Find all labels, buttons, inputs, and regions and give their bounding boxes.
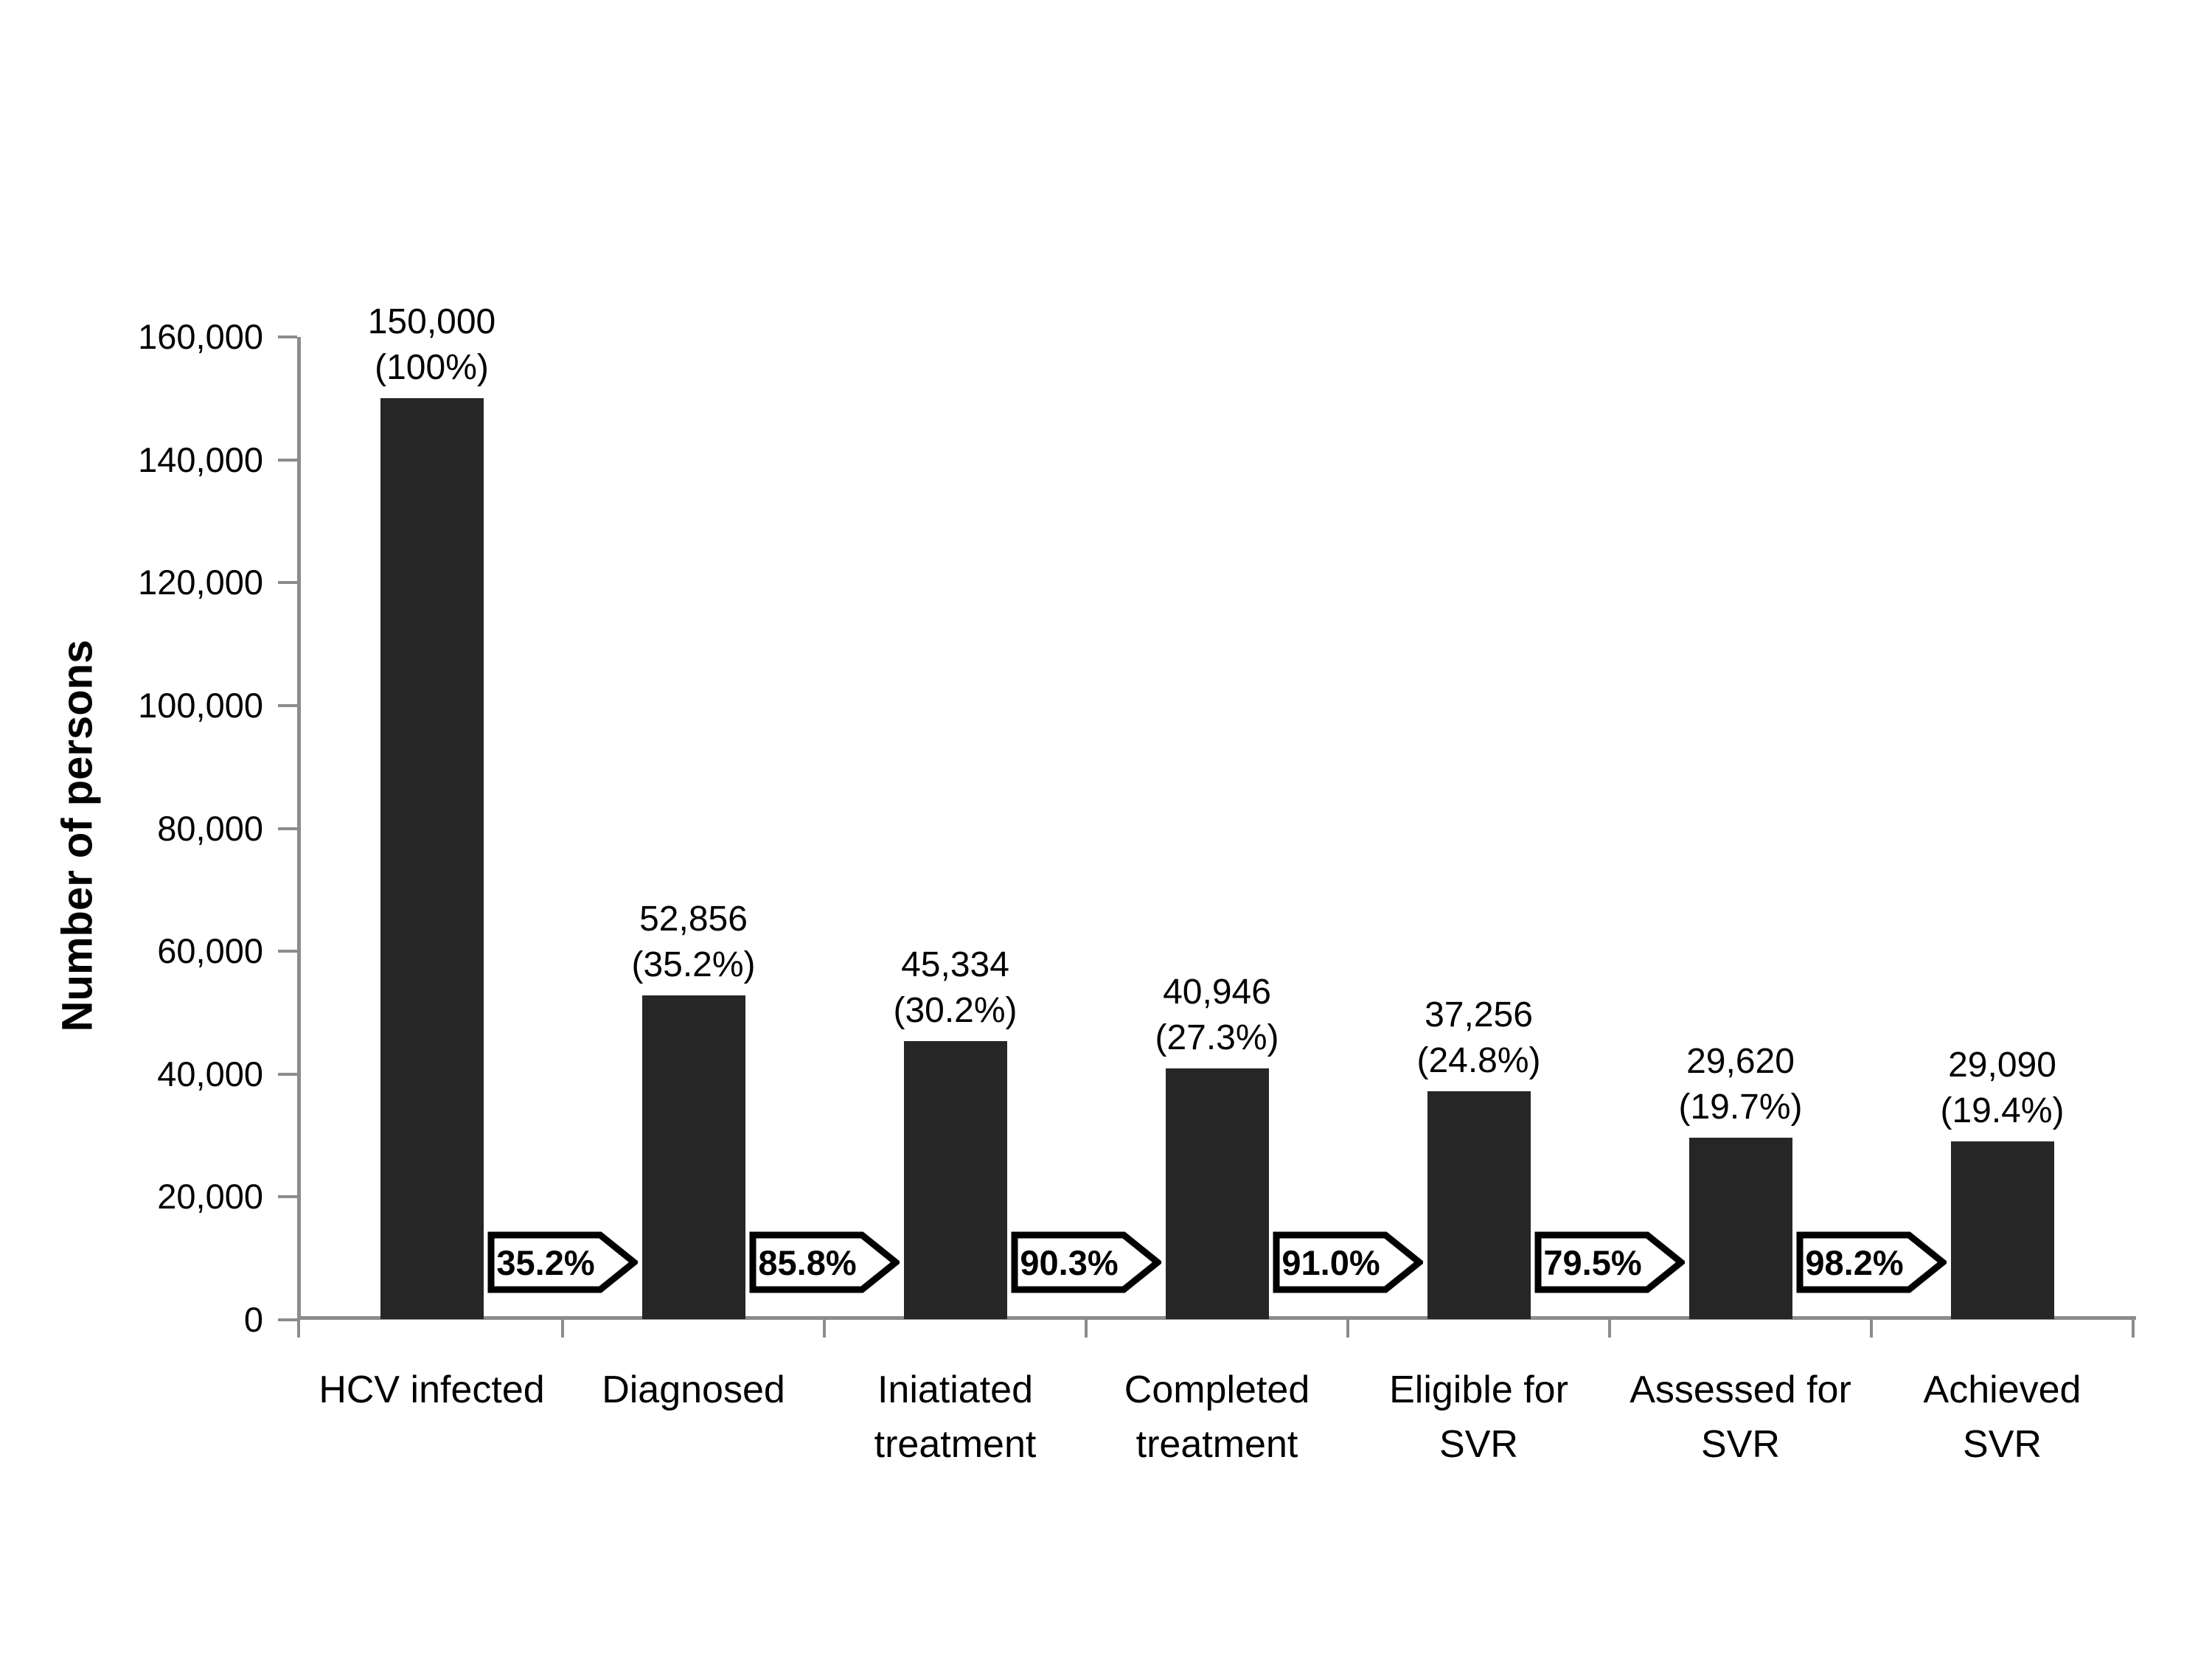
x-tick-mark xyxy=(1085,1320,1088,1338)
x-tick-mark xyxy=(1608,1320,1611,1338)
bar-value-label: 37,256 (24.8%) xyxy=(1416,995,1541,1080)
arrow-shape xyxy=(749,1231,900,1293)
bar xyxy=(903,1041,1007,1319)
arrow-percentage-label: 90.3% xyxy=(1020,1243,1118,1282)
category-label: Diagnosed xyxy=(602,1368,785,1411)
y-tick-label: 100,000 xyxy=(138,685,263,725)
y-tick-mark xyxy=(278,581,297,585)
bar-value-label: 45,334 (30.2%) xyxy=(893,945,1018,1031)
bar-value-label: 150,000 (100%) xyxy=(367,302,496,388)
bar-value-label: 40,946 (27.3%) xyxy=(1155,972,1279,1057)
x-tick-mark xyxy=(823,1320,826,1338)
y-tick-label: 20,000 xyxy=(157,1177,263,1217)
y-tick-label: 60,000 xyxy=(157,931,263,971)
arrow-shape xyxy=(1273,1231,1423,1293)
bar xyxy=(380,398,484,1319)
y-tick-mark xyxy=(278,827,297,830)
y-tick-mark xyxy=(278,335,297,338)
arrow-percentage-label: 35.2% xyxy=(496,1243,594,1282)
category-label: Eligible for SVR xyxy=(1389,1368,1568,1466)
bar-value-label: 52,856 (35.2%) xyxy=(631,899,756,984)
bar-value-label: 29,090 (19.4%) xyxy=(1940,1045,2065,1130)
category-label: Assessed for SVR xyxy=(1630,1368,1851,1466)
y-tick-mark xyxy=(278,458,297,462)
x-tick-mark xyxy=(1346,1320,1349,1338)
arrow-shape xyxy=(1534,1231,1685,1293)
transition-arrow: 98.2% xyxy=(1796,1231,1947,1293)
bar-value-label: 29,620 (19.7%) xyxy=(1678,1042,1803,1127)
bar xyxy=(1165,1068,1269,1319)
category-label: Achieved SVR xyxy=(1923,1368,2081,1466)
y-tick-label: 140,000 xyxy=(138,439,263,479)
y-tick-label: 160,000 xyxy=(138,317,263,356)
bar xyxy=(641,995,745,1319)
arrow-shape xyxy=(1011,1231,1161,1293)
category-label: Completed treatment xyxy=(1124,1368,1310,1466)
bar xyxy=(1950,1141,2054,1319)
y-tick-mark xyxy=(278,1072,297,1076)
arrow-shape xyxy=(487,1231,638,1293)
category-label: Iniatiated treatment xyxy=(874,1368,1037,1466)
transition-arrow: 91.0% xyxy=(1273,1231,1423,1293)
category-label: HCV infected xyxy=(319,1368,545,1411)
y-tick-label: 0 xyxy=(243,1300,263,1339)
arrow-percentage-label: 98.2% xyxy=(1805,1243,1903,1282)
transition-arrow: 35.2% xyxy=(487,1231,638,1293)
transition-arrow: 90.3% xyxy=(1011,1231,1161,1293)
x-tick-mark xyxy=(2132,1320,2135,1338)
transition-arrow: 85.8% xyxy=(749,1231,900,1293)
y-tick-label: 120,000 xyxy=(138,563,263,602)
y-tick-label: 80,000 xyxy=(157,808,263,848)
bar xyxy=(1688,1138,1792,1319)
x-tick-mark xyxy=(561,1320,564,1338)
bar xyxy=(1427,1091,1531,1319)
transition-arrow: 79.5% xyxy=(1534,1231,1685,1293)
arrow-percentage-label: 79.5% xyxy=(1543,1243,1641,1282)
y-tick-mark xyxy=(278,1318,297,1321)
y-axis-line xyxy=(297,337,301,1320)
x-tick-mark xyxy=(297,1320,300,1338)
arrow-percentage-label: 85.8% xyxy=(758,1243,856,1282)
y-tick-mark xyxy=(278,950,297,953)
arrow-percentage-label: 91.0% xyxy=(1281,1243,1380,1282)
y-tick-label: 40,000 xyxy=(157,1054,263,1093)
arrow-shape xyxy=(1796,1231,1947,1293)
x-tick-mark xyxy=(1870,1320,1873,1338)
y-tick-mark xyxy=(278,703,297,707)
y-tick-mark xyxy=(278,1195,297,1199)
